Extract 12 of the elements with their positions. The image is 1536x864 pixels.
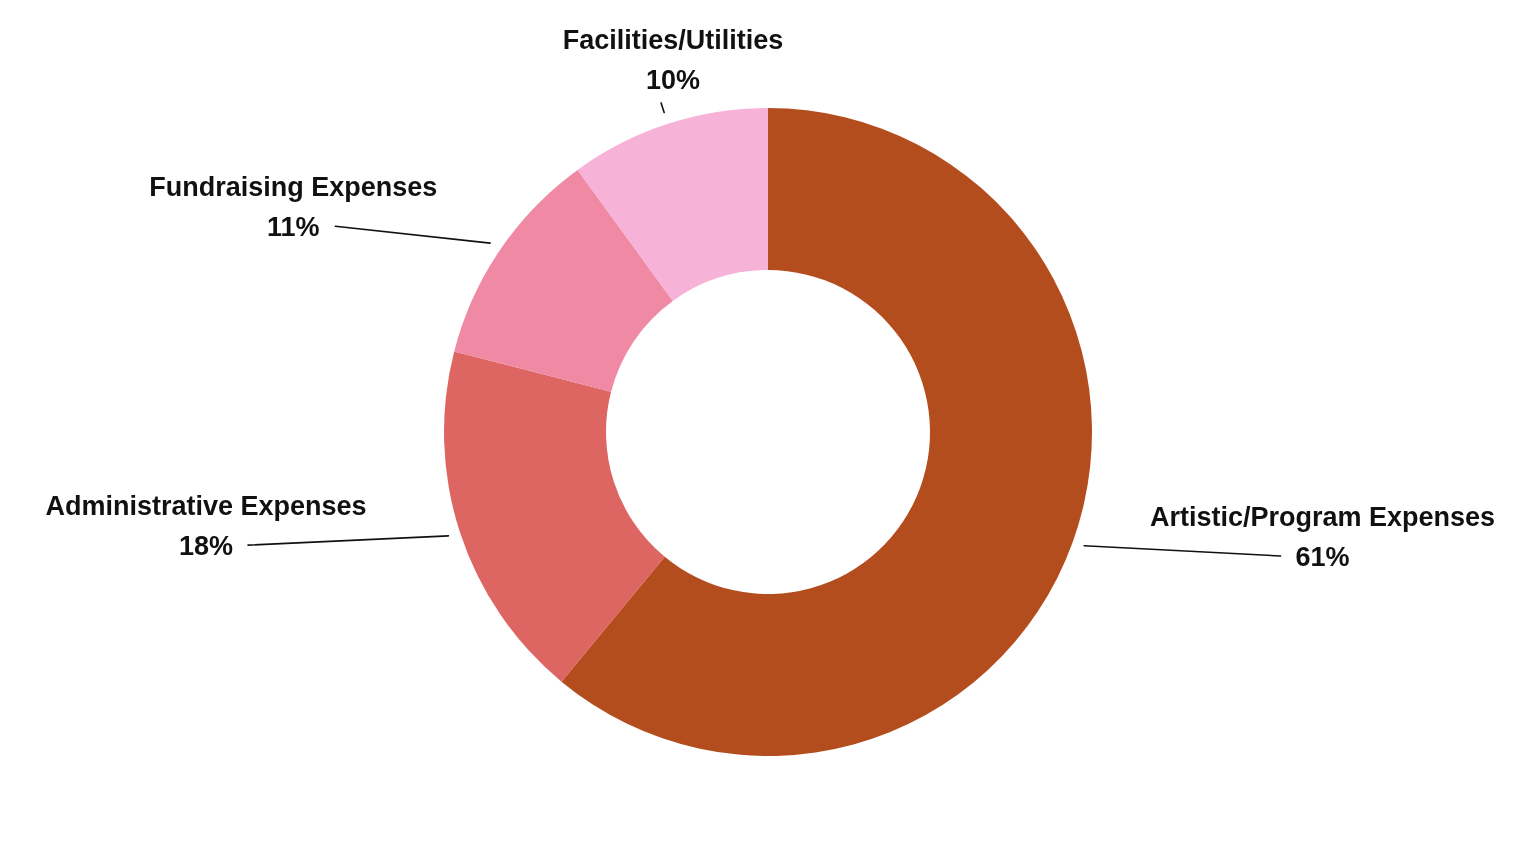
data-label: 61% (1295, 541, 1350, 572)
donut-slice (454, 169, 673, 392)
data-label: 18% (179, 531, 234, 562)
data-label: 10% (646, 64, 701, 95)
data-label: 11% (267, 212, 320, 243)
donut-slice (444, 351, 665, 682)
slice-label: Fundraising Expenses (149, 172, 438, 203)
donut-slice (561, 108, 1092, 756)
slice-label: Facilities/Utilities (562, 24, 784, 55)
donut-slice (577, 108, 768, 301)
slice-label: Administrative Expenses (45, 491, 367, 522)
slice-label: Artistic/Program Expenses (1149, 501, 1496, 532)
